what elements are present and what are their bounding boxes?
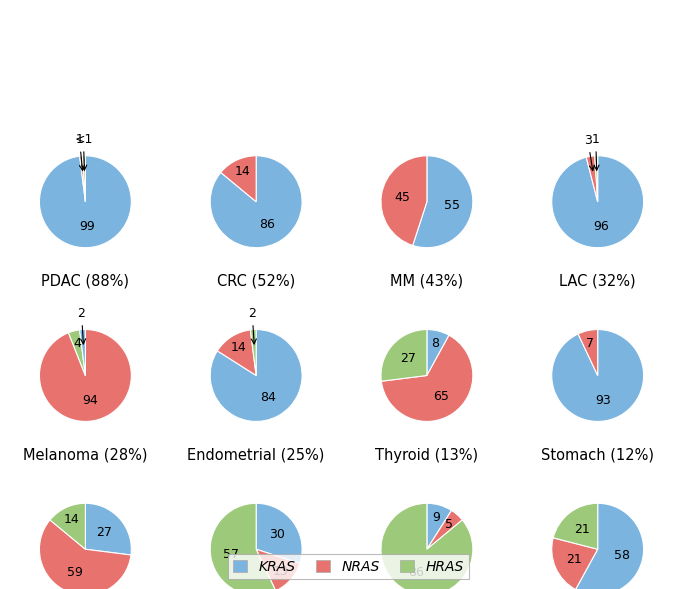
Wedge shape	[68, 330, 85, 376]
Wedge shape	[381, 503, 473, 589]
Wedge shape	[50, 503, 86, 549]
Wedge shape	[85, 503, 131, 555]
Text: LAC (32%): LAC (32%)	[560, 274, 636, 289]
Text: PDAC (88%): PDAC (88%)	[41, 274, 130, 289]
Wedge shape	[221, 155, 256, 201]
Wedge shape	[413, 155, 473, 247]
Text: 21: 21	[574, 523, 590, 536]
Text: 14: 14	[63, 513, 79, 526]
Text: 55: 55	[444, 199, 460, 212]
Text: 59: 59	[68, 566, 83, 579]
Text: CRC (52%): CRC (52%)	[217, 274, 296, 289]
Text: 1: 1	[76, 134, 84, 170]
Wedge shape	[40, 155, 131, 247]
Text: Melanoma (28%): Melanoma (28%)	[23, 448, 148, 462]
Wedge shape	[217, 330, 256, 376]
Text: 13: 13	[273, 565, 289, 578]
Text: 86: 86	[408, 565, 424, 578]
Wedge shape	[553, 503, 598, 549]
Text: 94: 94	[82, 394, 98, 407]
Text: 5: 5	[445, 518, 453, 531]
Text: 7: 7	[586, 337, 595, 350]
Wedge shape	[381, 335, 473, 421]
Text: 21: 21	[567, 553, 583, 566]
Text: 1: 1	[592, 133, 599, 170]
Text: Thyroid (13%): Thyroid (13%)	[376, 448, 478, 462]
Wedge shape	[552, 330, 643, 421]
Text: 2: 2	[77, 307, 86, 344]
Text: 99: 99	[79, 220, 95, 233]
Wedge shape	[552, 155, 643, 247]
Text: 2: 2	[248, 307, 256, 344]
Wedge shape	[256, 549, 300, 589]
Text: 30: 30	[268, 528, 284, 541]
Text: 14: 14	[231, 341, 246, 354]
Legend: KRAS, NRAS, HRAS: KRAS, NRAS, HRAS	[228, 554, 469, 579]
Wedge shape	[210, 503, 276, 589]
Text: <1: <1	[75, 133, 93, 170]
Wedge shape	[427, 503, 452, 549]
Text: 84: 84	[261, 391, 276, 404]
Wedge shape	[427, 330, 449, 376]
Wedge shape	[576, 503, 643, 589]
Text: Stomach (12%): Stomach (12%)	[541, 448, 654, 462]
Text: 65: 65	[433, 390, 449, 403]
Text: 4: 4	[73, 337, 81, 350]
Text: MM (43%): MM (43%)	[390, 274, 464, 289]
Wedge shape	[79, 156, 85, 201]
Text: 14: 14	[234, 166, 250, 178]
Wedge shape	[79, 329, 86, 376]
Text: Endometrial (25%): Endometrial (25%)	[187, 448, 325, 462]
Text: 27: 27	[96, 526, 112, 539]
Text: 96: 96	[593, 220, 608, 233]
Text: 27: 27	[400, 352, 416, 365]
Wedge shape	[256, 503, 302, 564]
Wedge shape	[210, 155, 302, 247]
Wedge shape	[40, 520, 131, 589]
Wedge shape	[381, 330, 427, 381]
Wedge shape	[427, 511, 462, 549]
Text: 58: 58	[614, 549, 630, 562]
Text: 86: 86	[259, 218, 275, 231]
Wedge shape	[578, 330, 598, 376]
Wedge shape	[586, 156, 598, 201]
Text: 8: 8	[431, 337, 439, 350]
Text: 57: 57	[224, 548, 240, 561]
Wedge shape	[40, 330, 131, 421]
Text: 3: 3	[584, 134, 595, 171]
Text: 93: 93	[595, 393, 611, 406]
Wedge shape	[595, 155, 598, 201]
Wedge shape	[82, 155, 86, 201]
Text: 45: 45	[394, 191, 410, 204]
Wedge shape	[250, 329, 256, 376]
Wedge shape	[210, 330, 302, 421]
Wedge shape	[552, 538, 598, 589]
Wedge shape	[381, 155, 427, 246]
Text: 9: 9	[432, 511, 440, 524]
